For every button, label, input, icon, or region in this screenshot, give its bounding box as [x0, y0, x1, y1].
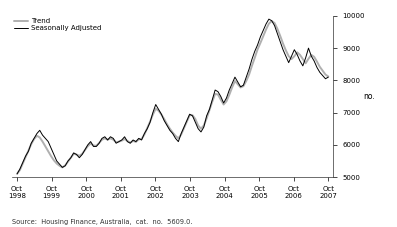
Legend: Trend, Seasonally Adjusted: Trend, Seasonally Adjusted	[13, 17, 102, 32]
Seasonally Adjusted	[196, 127, 200, 130]
Trend	[85, 145, 90, 148]
Trend	[94, 144, 99, 147]
Line: Seasonally Adjusted: Seasonally Adjusted	[17, 19, 328, 174]
Seasonally Adjusted	[318, 71, 322, 74]
Seasonally Adjusted	[131, 139, 135, 141]
Trend	[15, 173, 19, 175]
Line: Trend: Trend	[17, 21, 328, 174]
Trend	[131, 140, 135, 142]
Seasonally Adjusted	[266, 18, 271, 20]
Seasonally Adjusted	[94, 145, 99, 148]
Trend	[318, 65, 322, 68]
Trend	[269, 20, 274, 22]
Seasonally Adjusted	[15, 173, 19, 175]
Trend	[196, 124, 200, 127]
Seasonally Adjusted	[326, 76, 331, 79]
Trend	[159, 113, 164, 116]
Y-axis label: no.: no.	[363, 92, 375, 101]
Text: Source:  Housing Finance, Australia,  cat.  no.  5609.0.: Source: Housing Finance, Australia, cat.…	[12, 219, 193, 225]
Seasonally Adjusted	[159, 113, 164, 116]
Seasonally Adjusted	[85, 143, 90, 146]
Trend	[326, 75, 331, 78]
